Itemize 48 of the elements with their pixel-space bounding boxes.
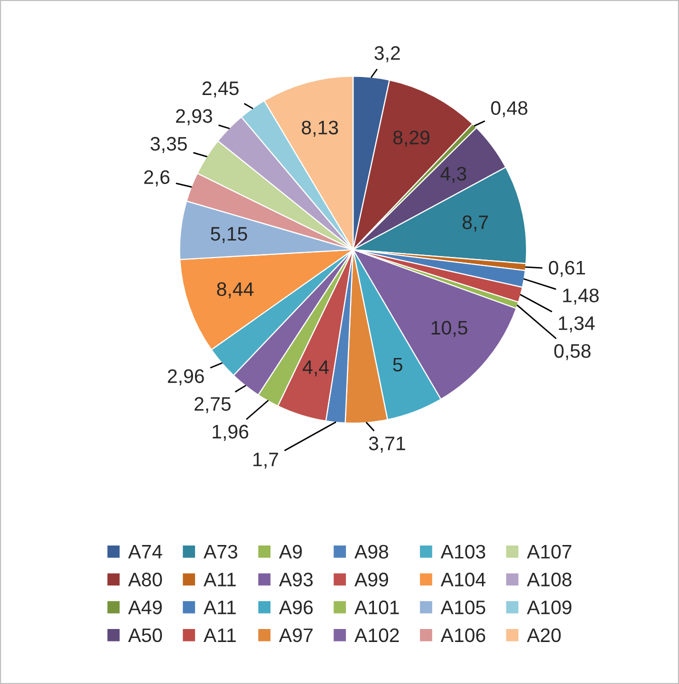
legend-label: A93 [279,572,313,586]
data-label: 1,34 [558,316,595,332]
legend-label: A50 [128,628,162,642]
data-label: 2,93 [176,109,212,126]
legend-label: A102 [354,628,399,642]
data-label: 5 [393,358,402,372]
data-label: 10,5 [432,320,468,337]
data-label: 0,61 [548,260,586,277]
data-label: 2,96 [168,369,204,386]
data-label: 1,96 [212,424,248,441]
data-label: 3,35 [150,136,187,153]
data-label: 2,75 [194,397,231,414]
legend-label: A109 [526,600,572,614]
data-label: 8,29 [393,130,430,147]
data-label: 2,6 [144,170,170,186]
data-label: 3,2 [374,46,400,62]
legend-label: A98 [354,544,388,559]
legend-label: A73 [204,544,238,559]
legend-label: A101 [354,600,399,614]
data-label: 4,3 [440,166,466,183]
data-label: 1,48 [563,288,599,305]
legend-label: A104 [440,572,486,586]
legend-label: A20 [526,628,561,642]
legend-label: A99 [354,572,388,586]
legend-label: A97 [279,628,313,642]
data-label: 3,71 [368,436,406,453]
legend-label: A105 [440,600,486,614]
legend-label: A11 [204,600,236,614]
data-label: 0,58 [554,344,591,360]
data-label: 8,7 [462,215,488,232]
data-label: 2,45 [202,81,239,98]
data-label: 0,48 [491,101,528,118]
legend-label: A108 [526,572,572,586]
legend-label: A103 [440,544,486,559]
legend-label: A11 [204,628,236,642]
data-label: 5,15 [210,227,248,244]
legend-label: A106 [440,628,486,642]
legend-label: A11 [204,572,236,586]
legend-label: A74 [128,545,162,558]
legend-label: A107 [526,544,572,559]
data-label: 4,4 [302,360,329,376]
legend-label: A9 [279,544,302,559]
data-label: 1,7 [253,452,278,469]
legend-label: A96 [279,600,313,614]
legend-label: A80 [128,572,162,586]
legend-label: A49 [128,600,162,614]
data-label: 8,44 [217,282,254,298]
data-label: 8,13 [302,120,338,137]
